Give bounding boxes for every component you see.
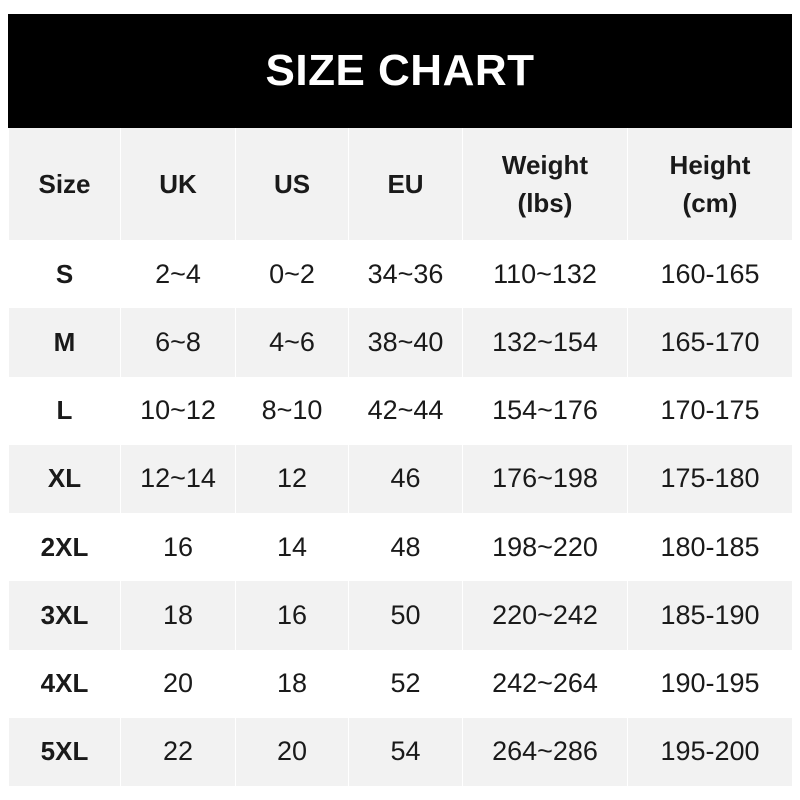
column-header-weight: Weight (lbs) — [462, 128, 628, 240]
cell-uk: 22 — [120, 717, 236, 786]
cell-height: 175-180 — [627, 444, 793, 513]
column-header-uk: UK — [120, 128, 236, 240]
cell-weight: 242~264 — [462, 649, 628, 718]
cell-eu: 38~40 — [348, 308, 463, 377]
cell-weight: 220~242 — [462, 581, 628, 650]
cell-us: 18 — [235, 649, 349, 718]
cell-weight: 176~198 — [462, 444, 628, 513]
cell-eu: 46 — [348, 444, 463, 513]
cell-weight: 154~176 — [462, 376, 628, 445]
cell-us: 16 — [235, 581, 349, 650]
cell-us: 4~6 — [235, 308, 349, 377]
table-row: L 10~12 8~10 42~44 154~176 170-175 — [8, 376, 793, 445]
cell-us: 8~10 — [235, 376, 349, 445]
table-row: XL 12~14 12 46 176~198 175-180 — [8, 444, 793, 513]
cell-weight: 132~154 — [462, 308, 628, 377]
cell-size: 4XL — [8, 649, 121, 718]
table-row: 3XL 18 16 50 220~242 185-190 — [8, 581, 793, 650]
header-row: Size UK US EU Weight (lbs) Height (cm) — [8, 128, 793, 240]
cell-height: 195-200 — [627, 717, 793, 786]
cell-weight: 198~220 — [462, 513, 628, 582]
cell-height: 165-170 — [627, 308, 793, 377]
cell-height: 180-185 — [627, 513, 793, 582]
size-chart-title: SIZE CHART — [8, 14, 792, 128]
cell-us: 14 — [235, 513, 349, 582]
cell-us: 0~2 — [235, 240, 349, 309]
column-header-height: Height (cm) — [627, 128, 793, 240]
table-row: 2XL 16 14 48 198~220 180-185 — [8, 513, 793, 582]
cell-uk: 20 — [120, 649, 236, 718]
table-row: M 6~8 4~6 38~40 132~154 165-170 — [8, 308, 793, 377]
cell-uk: 2~4 — [120, 240, 236, 309]
cell-eu: 50 — [348, 581, 463, 650]
cell-size: XL — [8, 444, 121, 513]
cell-eu: 42~44 — [348, 376, 463, 445]
column-header-size: Size — [8, 128, 121, 240]
cell-height: 170-175 — [627, 376, 793, 445]
cell-eu: 52 — [348, 649, 463, 718]
cell-uk: 16 — [120, 513, 236, 582]
cell-weight: 110~132 — [462, 240, 628, 309]
cell-us: 20 — [235, 717, 349, 786]
cell-eu: 48 — [348, 513, 463, 582]
cell-size: 2XL — [8, 513, 121, 582]
cell-eu: 54 — [348, 717, 463, 786]
table-row: S 2~4 0~2 34~36 110~132 160-165 — [8, 240, 793, 309]
cell-us: 12 — [235, 444, 349, 513]
cell-size: S — [8, 240, 121, 309]
cell-height: 160-165 — [627, 240, 793, 309]
cell-height: 190-195 — [627, 649, 793, 718]
size-table: Size UK US EU Weight (lbs) Height (cm) S 2~4 0~… — [8, 128, 793, 786]
cell-size: 3XL — [8, 581, 121, 650]
cell-uk: 18 — [120, 581, 236, 650]
cell-uk: 12~14 — [120, 444, 236, 513]
column-header-us: US — [235, 128, 349, 240]
cell-uk: 6~8 — [120, 308, 236, 377]
table-row: 4XL 20 18 52 242~264 190-195 — [8, 649, 793, 718]
cell-weight: 264~286 — [462, 717, 628, 786]
cell-size: L — [8, 376, 121, 445]
cell-size: M — [8, 308, 121, 377]
cell-eu: 34~36 — [348, 240, 463, 309]
table-row: 5XL 22 20 54 264~286 195-200 — [8, 717, 793, 786]
column-header-eu: EU — [348, 128, 463, 240]
cell-height: 185-190 — [627, 581, 793, 650]
cell-uk: 10~12 — [120, 376, 236, 445]
cell-size: 5XL — [8, 717, 121, 786]
